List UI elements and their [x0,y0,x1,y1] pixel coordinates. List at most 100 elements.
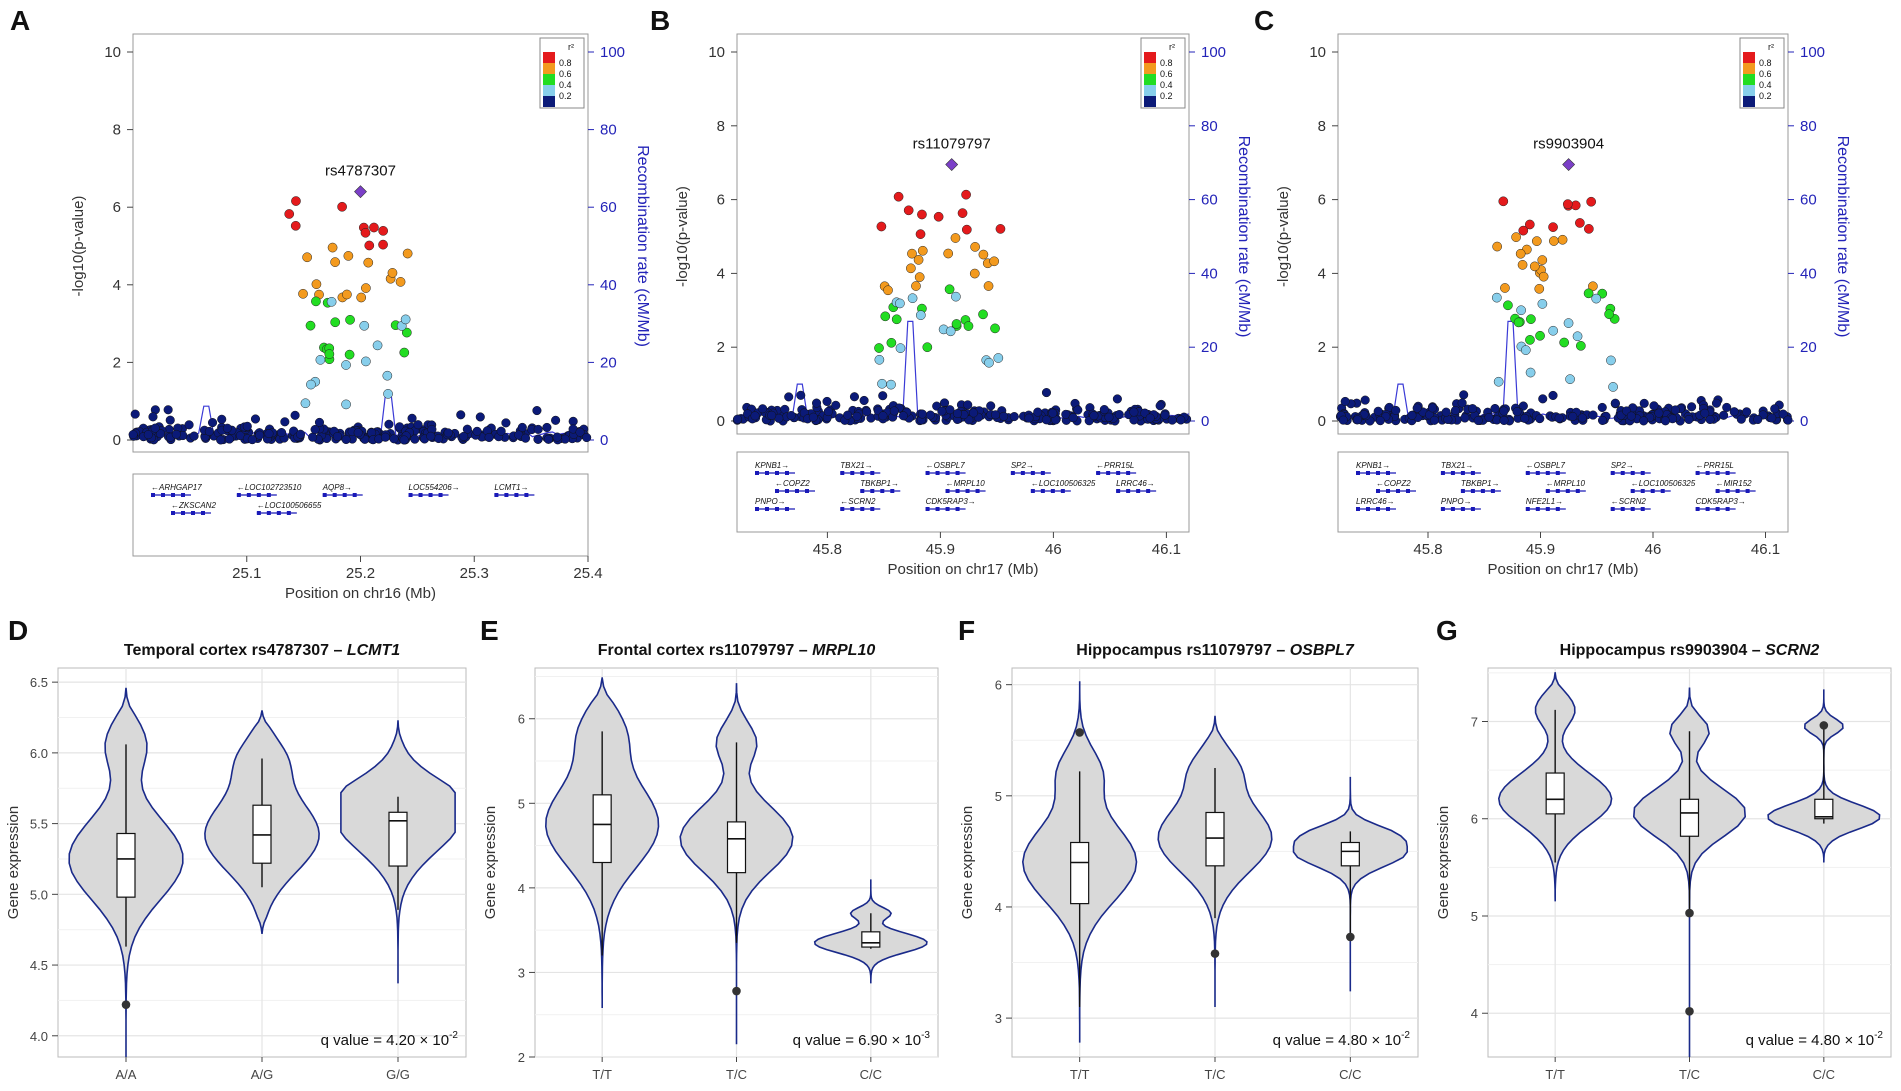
snp-point [1577,413,1587,423]
snp-point [895,298,905,309]
gene-exon [494,493,499,497]
snp-point [1459,390,1469,400]
snp-point [242,421,252,431]
snp-point [1711,398,1722,408]
snp-point [1575,340,1586,351]
gene-exon [1705,471,1710,475]
gene-exon [870,507,875,511]
snp-point [369,222,379,233]
y2-tick-label: 60 [600,199,617,216]
y-axis-label: -log10(p-value) [70,196,87,297]
y2-tick-label: 80 [1800,118,1817,135]
snp-point [361,356,371,367]
snp-point [1114,410,1124,420]
snp-point [1639,398,1649,408]
x-tick-label: C/C [1339,1067,1361,1082]
snp-point [501,418,511,428]
snp-point [280,417,290,427]
snp-point [983,281,994,291]
snp-point [1525,335,1535,345]
snp-point [1538,394,1548,404]
snp-point [945,326,956,337]
gene-exon [1030,471,1035,475]
gene-exon [514,493,519,497]
snp-point [1515,248,1526,259]
gene-exon [755,507,759,511]
gene-exon [1715,471,1720,475]
panel-label: B [650,5,670,36]
y-tick-label: 4 [1471,1006,1478,1021]
gene-label: TBX21→ [840,461,872,470]
box-iqr [1205,811,1225,867]
legend-title: r² [1768,42,1774,52]
snp-point [1705,414,1715,425]
y-tick-label: 6.5 [30,675,48,690]
snp-point [359,320,370,331]
snp-point [344,349,355,360]
snp-point [922,342,933,353]
snp-point [1597,415,1608,425]
snp-point [462,424,472,434]
gene-exon [1555,471,1560,475]
snp-point [389,434,399,444]
snp-point [1588,410,1598,420]
legend-swatch [1743,85,1755,96]
legend-label: 0.8 [1160,58,1173,68]
snp-point [520,433,531,443]
legend-label: 0.2 [1759,91,1772,101]
gene-label: SP2→ [1611,461,1634,470]
snp-point [1548,325,1558,336]
gene-exon [1630,489,1635,493]
box-iqr [1814,798,1834,820]
snp-point [914,272,925,282]
gene-exon [1376,471,1380,475]
gene-exon [1060,489,1065,493]
snp-point [1500,283,1510,293]
snp-point [1583,288,1594,299]
legend-swatch [1743,74,1755,85]
y2-tick-label: 100 [1800,44,1825,61]
y-tick-label: 0 [113,432,121,449]
snp-point [1753,414,1763,425]
gene-label: PNPO→ [1441,497,1472,506]
snp-point [1441,407,1451,417]
snp-point [378,239,388,250]
gene-exon [975,489,980,493]
panel-title: Temporal cortex rs4787307 – LCMT1 [124,642,400,659]
snp-point [1499,415,1509,425]
snp-point [310,424,320,435]
plot-frame [132,33,589,453]
gene-exon [1366,471,1370,475]
snp-point [784,392,794,402]
snp-point [1412,403,1422,413]
panel-label: A [10,5,30,36]
snp-point [1492,241,1503,252]
snp-point [395,277,406,287]
snp-point [1736,414,1746,424]
snp-point [968,408,979,418]
gene-name: OSBPL7 [1290,642,1355,659]
violin-panel-g: G Hippocampus rs9903904 – SCRN2 4 5 6 7 T/T T/C… [1435,615,1892,1082]
y-tick-label: 6 [113,199,121,216]
gene-label: KPNB1→ [755,461,789,470]
snp-point [984,357,994,368]
snp-point [1538,271,1549,282]
gene-exon [246,493,251,497]
snp-point [575,427,585,437]
y-tick-label: 0 [1318,413,1326,430]
q-value-text: q value = 4.20 × 10 [321,1032,449,1049]
snp-point [1548,390,1558,400]
lead-snp-label: rs4787307 [325,163,396,180]
snp-point [1654,408,1664,418]
gene-exon [1545,489,1550,493]
gene-label: KPNB1→ [1356,461,1390,470]
y-tick-label: 6.0 [30,746,48,761]
outlier-point [1685,908,1694,918]
snp-point [999,411,1009,421]
gene-exon [352,493,357,497]
snp-point [1468,404,1478,414]
gene-exon [1450,471,1455,475]
gene-track: KPNB1→ TBX21→ ←OSBPL7 SP2→ ←PRR15L ←COPZ2 TBKB… [736,451,1190,533]
snp-point [582,432,592,443]
